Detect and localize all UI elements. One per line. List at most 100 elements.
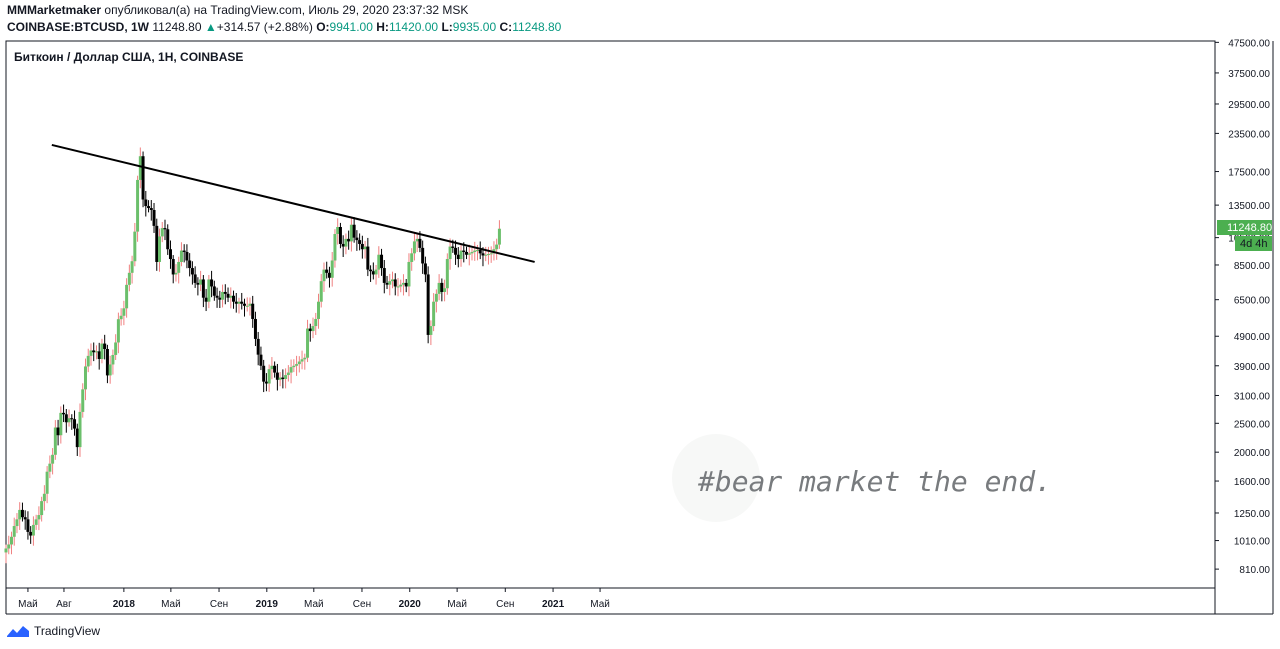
candle-body [56,427,60,436]
candle-body [352,224,356,238]
candle-body [377,254,381,270]
candle-body [188,260,192,269]
candle-body [160,228,164,237]
candle-body [193,274,197,283]
candle-body [4,548,8,553]
change-value: +314.57 (+2.88%) [216,20,313,34]
candle-body [174,272,178,275]
candle-body [311,326,315,332]
candle-body [286,372,290,376]
brand-label: TradingView [34,624,101,638]
candle-body [97,351,101,359]
candle-body [456,254,460,260]
candle-body [448,246,452,260]
candle-body [62,412,66,415]
candle-body [465,251,469,255]
candle-body [15,519,19,527]
candle-body [306,328,310,358]
price-axis[interactable]: 47500.00 37500.00 29500.00 23500.00 17500.00… [1215,38,1270,576]
candle-body [42,493,46,502]
plot-area[interactable] [5,40,1216,589]
candle-body [229,295,233,298]
candle-body [467,253,471,255]
time-tick-label: Сен [353,599,371,610]
candle-body [363,246,367,250]
candle-body [303,357,307,360]
candle-body [147,206,151,209]
candle-body [119,315,123,320]
candle-body [242,303,246,306]
publish-line: MMMarketmaker опубликовал(а) на TradingV… [7,3,468,17]
candle-body [415,238,419,242]
candle-body [218,297,222,300]
price-tick-label: 3100.00 [1234,391,1271,402]
author-name[interactable]: MMMarketmaker [7,3,102,17]
candle-body [454,247,458,255]
candle-body [18,509,22,520]
price-tick-label: 23500.00 [1228,129,1270,140]
candle-body [434,293,438,302]
chart-title: Биткоин / Доллар США, 1Н, COINBASE [14,50,243,64]
candle-body [341,243,345,247]
candle-body [199,279,203,285]
candle-body [78,411,82,448]
time-tick-label: Сен [496,599,514,610]
candle-body [385,282,389,285]
candle-body [100,343,104,359]
candle-body [48,463,52,472]
price-tick-label: 37500.00 [1228,69,1270,80]
candle-body [473,250,477,252]
candle-body [349,224,353,242]
candle-body [103,343,107,349]
candle-body [130,261,134,273]
candle-body [245,305,249,307]
price-tick-label: 3900.00 [1234,362,1271,373]
candle-body [70,418,74,420]
candle-body [37,515,41,520]
annotation-text[interactable]: #bear market the end. [697,465,1052,498]
candle-body [459,250,463,260]
open-label: O: [316,20,330,34]
candle-body [185,251,189,261]
time-tick-label: 2018 [113,599,136,610]
candle-body [393,279,397,287]
candle-body [83,366,87,390]
candle-body [111,354,115,365]
candle-body [297,361,301,365]
candle-body [338,226,342,244]
price-tick-label: 6500.00 [1234,296,1271,307]
candle-body [204,297,208,302]
low-label: L: [441,20,453,34]
candle-body [391,279,395,282]
candle-body [267,369,271,384]
candle-body [73,419,77,429]
close-label: C: [499,20,513,34]
candle-body [212,286,216,296]
candle-body [481,253,485,256]
candle-body [322,269,326,282]
candle-body [440,282,444,292]
candle-body [412,241,416,254]
price-tick-label: 1600.00 [1234,477,1271,488]
trendline[interactable] [51,143,535,263]
time-axis[interactable]: Май Авг 2018 Май Сен 2019 Май Сен 2020 Май Сен 2021… [18,588,610,610]
candle-body [330,260,334,278]
price-tick-label: 13500.00 [1228,201,1270,212]
candle-body [136,179,140,232]
published-text: опубликовал(а) на TradingView.com, Июль … [104,3,469,17]
time-tick-label: Май [590,599,610,610]
price-tick-label: 2000.00 [1234,448,1271,459]
candle-body [470,251,474,254]
candle-body [133,231,137,262]
candle-body [429,326,433,335]
candle-body [75,428,79,448]
candle-body [423,263,427,275]
candle-body [67,418,71,423]
countdown-label: 4d 4h [1240,238,1268,250]
tradingview-footer[interactable]: TradingView [7,624,100,638]
candle-body [401,282,405,285]
candle-body [116,319,120,343]
candle-body [270,365,274,370]
annotation-bubble [672,434,760,522]
